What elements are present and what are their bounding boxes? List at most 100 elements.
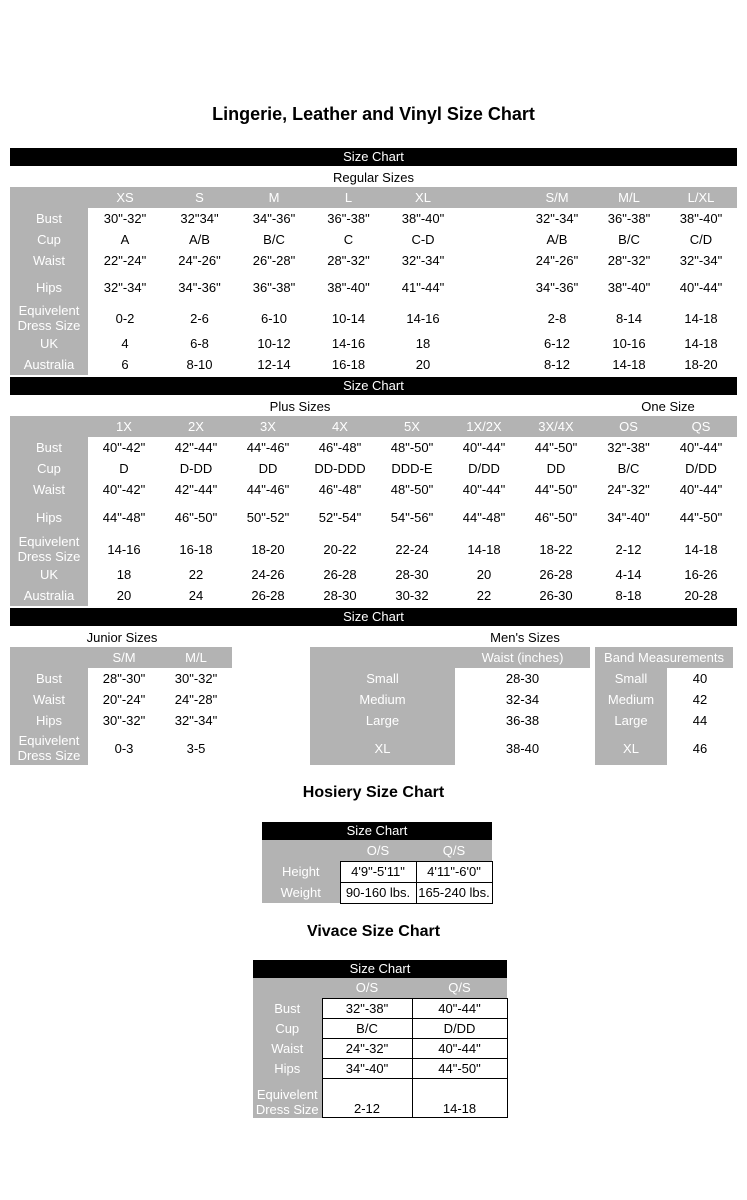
table-row: Large 44 — [595, 710, 734, 731]
column-header: 4X — [304, 416, 376, 437]
corner-cell — [10, 187, 88, 208]
cell: 42"-44" — [160, 437, 232, 458]
cell: 40"-44" — [665, 479, 737, 500]
column-header: 5X — [376, 416, 448, 437]
row-label: Small — [595, 668, 667, 689]
cell: 24"-26" — [162, 250, 237, 271]
cell: 14-16 — [88, 534, 160, 564]
column-header: M — [237, 187, 311, 208]
cell: 32"-38" — [592, 437, 665, 458]
cell: A/B — [162, 229, 237, 250]
cell: 4'9"-5'11" — [339, 860, 417, 883]
table-row: XL 46 — [595, 731, 734, 765]
cell: 42 — [667, 689, 734, 710]
table-row: Australia 6 8-10 12-14 16-18 20 8-12 14-18 18-20 — [10, 354, 737, 375]
row-label: Hips — [10, 271, 88, 303]
row-label: Height — [262, 861, 340, 882]
plus-sizes-caption: Plus Sizes — [269, 399, 331, 414]
row-label: Bust — [253, 998, 322, 1019]
column-header: O/S — [322, 977, 412, 999]
cell: 20"-24" — [88, 689, 160, 710]
column-header: Waist (inches) — [455, 647, 590, 668]
cell: 26-28 — [232, 585, 304, 606]
size-chart-band-hosiery: Size Chart — [262, 822, 492, 840]
cell: C-D — [386, 229, 460, 250]
cell: 6 — [88, 354, 162, 375]
cell: 22"-24" — [88, 250, 162, 271]
cell: 2-12 — [592, 534, 665, 564]
plus-one-captions: Plus Sizes One Size — [0, 399, 747, 415]
cell: 10-16 — [593, 333, 665, 354]
row-label: Large — [310, 710, 455, 731]
cell: 40"-42" — [88, 479, 160, 500]
cell: 46"-48" — [304, 479, 376, 500]
regular-sizes-caption: Regular Sizes — [333, 170, 414, 185]
row-label: Large — [595, 710, 667, 731]
cell: DD — [232, 458, 304, 479]
cell: B/C — [592, 458, 665, 479]
cell: 46"-50" — [160, 500, 232, 534]
cell: 12-14 — [237, 354, 311, 375]
cell: 36"-38" — [237, 271, 311, 303]
cell: 44 — [667, 710, 734, 731]
cell: 44"-50" — [520, 479, 592, 500]
cell: B/C — [321, 1018, 413, 1039]
junior-sizes-caption: Junior Sizes — [86, 630, 158, 645]
column-header: XS — [88, 187, 162, 208]
row-label: Bust — [10, 668, 88, 689]
column-header: 2X — [160, 416, 232, 437]
corner-cell — [253, 977, 322, 999]
cell: 8-10 — [162, 354, 237, 375]
cell: 32"-34" — [160, 710, 232, 731]
row-label: Cup — [10, 458, 88, 479]
cell: D/DD — [448, 458, 520, 479]
cell: 2-12 — [321, 1078, 413, 1118]
cell: 54"-56" — [376, 500, 448, 534]
cell: 16-26 — [665, 564, 737, 585]
cell: 38-40 — [455, 731, 590, 765]
page-title: Lingerie, Leather and Vinyl Size Chart — [212, 104, 535, 124]
cell: 52"-54" — [304, 500, 376, 534]
header-row: Band Measurements — [595, 647, 734, 668]
cell: 6-8 — [162, 333, 237, 354]
cell: 6-12 — [521, 333, 593, 354]
row-label: Small — [310, 668, 455, 689]
table-row: Hips 32"-34" 34"-36" 36"-38" 38"-40" 41"-44" 3… — [10, 271, 737, 303]
row-label: Equivelent Dress Size — [10, 534, 88, 564]
one-size-caption: One Size — [641, 399, 695, 414]
table-row: Waist 22"-24" 24"-26" 26"-28" 28"-32" 32"-34"… — [10, 250, 737, 271]
cell: 40"-44" — [448, 437, 520, 458]
cell: 14-18 — [448, 534, 520, 564]
cell: 28-30 — [455, 668, 590, 689]
cell — [460, 333, 521, 354]
cell: 34"-36" — [237, 208, 311, 229]
table-row: Bust 32"-38" 40"-44" — [253, 998, 508, 1019]
cell: 24"-26" — [521, 250, 593, 271]
cell — [460, 303, 521, 333]
cell: 0-3 — [88, 731, 160, 765]
cell — [460, 250, 521, 271]
table-row: Small 40 — [595, 668, 734, 689]
cell — [460, 208, 521, 229]
cell: D-DD — [160, 458, 232, 479]
row-label: Bust — [10, 208, 88, 229]
cell: 46"-48" — [304, 437, 376, 458]
mens-sizes-caption: Men's Sizes — [490, 630, 560, 645]
row-label: Medium — [595, 689, 667, 710]
row-label: Waist — [10, 479, 88, 500]
table-row: Equivelent Dress Size 14-16 16-18 18-20 20-2… — [10, 534, 737, 564]
cell: 44"-50" — [411, 1058, 508, 1079]
cell: 30"-32" — [160, 668, 232, 689]
cell: 20-22 — [304, 534, 376, 564]
cell: 40"-44" — [448, 479, 520, 500]
table-row: Hips 30"-32" 32"-34" — [10, 710, 232, 731]
cell: 10-12 — [237, 333, 311, 354]
cell: 26-30 — [520, 585, 592, 606]
table-row: Weight 90-160 lbs. 165-240 lbs. — [262, 881, 493, 904]
hosiery-section: Size Chart O/S Q/S Height 4'9"-5'11" 4'11"-6… — [262, 822, 493, 904]
cell: 4-14 — [592, 564, 665, 585]
mens-band-table: Band Measurements Small 40 Medium 42 Large 44 X… — [595, 647, 734, 765]
cell: 30"-32" — [88, 208, 162, 229]
cell: 30-32 — [376, 585, 448, 606]
cell: 28"-32" — [311, 250, 386, 271]
